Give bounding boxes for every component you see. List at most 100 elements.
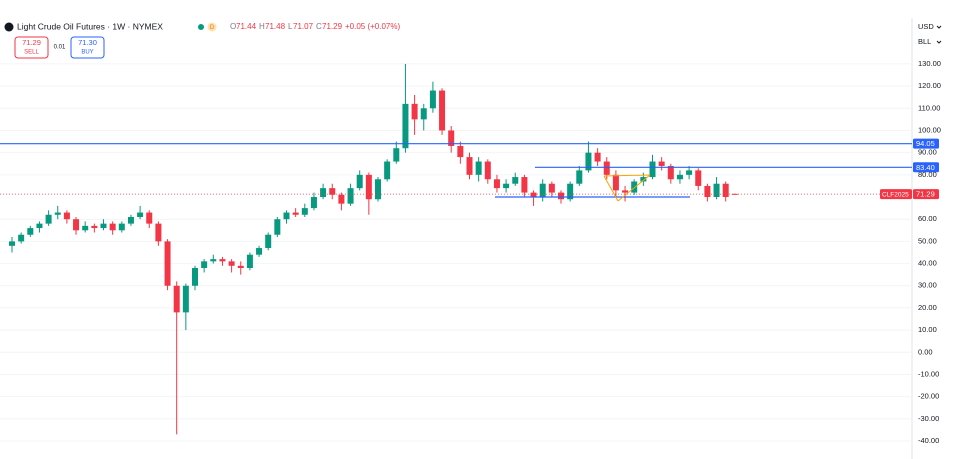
candle-body [100,223,107,229]
price-tag-label: 71.29 [916,190,935,199]
candle-body [722,183,729,198]
candle-body [493,179,500,189]
y-tick-label: -10.00 [918,369,939,378]
candle-body [686,170,693,175]
candle-body [558,192,564,200]
ohlc-value: 71.29 [322,22,343,31]
status-dot [198,24,204,30]
candle-body [439,90,446,131]
candle-body [676,174,683,180]
badge: D [210,25,215,31]
level-tag [913,162,939,173]
candle-body [429,90,436,109]
candle-body [640,177,647,182]
candle-body [402,103,409,149]
y-tick-label: 50.00 [918,236,937,245]
candle-body [420,108,427,120]
price-tags: 94.05 83.40 CLF2025 71.29 [880,138,939,200]
y-tick-label: 90.00 [918,148,937,157]
unit[interactable]: BLL [918,37,931,46]
candle-body [192,268,198,286]
candle-body [63,212,70,220]
candle-body [731,193,738,195]
currency[interactable]: USD [918,22,934,31]
candle-body [411,103,418,120]
buy-price: 71.30 [78,38,97,47]
candle-body [503,183,510,189]
header: Light Crude Oil Futures · 1W · NYMEX D O… [4,21,400,59]
symbol-icon [4,22,14,32]
candle-body [54,212,61,215]
candle-body [384,161,391,180]
candle-body [393,148,400,162]
buy-button[interactable] [70,36,105,59]
candle-body [585,152,592,171]
candle-body [713,183,720,198]
sell-price: 71.29 [22,38,41,47]
candle-body [667,165,674,180]
y-tick-label: 130.00 [918,59,941,68]
ohlc-label: C [316,22,322,31]
candle-body [228,261,235,266]
y-tick-label: -40.00 [918,436,939,445]
candle-body [310,197,317,209]
candle-body [567,183,574,200]
candle-body [512,177,519,184]
y-tick-label: 0.00 [918,347,933,356]
candle-body [274,219,281,235]
candle-body [539,183,546,198]
candle-body [594,152,601,162]
y-tick-label: 30.00 [918,281,937,290]
candle-body [704,185,711,198]
y-tick-label: 100.00 [918,125,941,134]
sell-button[interactable] [14,36,49,59]
candle-body [127,216,134,224]
triangle-drawing [603,174,651,202]
candle-body [201,261,208,269]
symbol-tag [880,189,912,200]
buy-label: BUY [81,50,93,56]
candle-body [576,170,583,184]
badge-bg [207,22,217,32]
y-tick-label: 40.00 [918,259,937,268]
candle-body [137,212,144,217]
candle-body [521,177,528,193]
candle-body [292,212,299,215]
candle-body [320,188,327,198]
candle-body [356,174,363,189]
candle-body [155,223,162,242]
candle-body [45,214,52,224]
candle-body [484,161,491,180]
ohlc-value: 71.48 [265,22,286,31]
candle-body [146,212,153,224]
y-tick-label: 20.00 [918,303,937,312]
level-tag [913,138,939,149]
candle-body [82,225,89,231]
symbol-tag-label: CLF2025 [882,191,909,198]
y-tick-label: -20.00 [918,392,939,401]
ohlc-label: L [288,22,293,31]
candle-body [164,241,171,286]
candle-body [265,234,272,249]
sell-label: SELL [24,50,39,56]
candle-body [612,174,619,191]
symbol-title[interactable]: Light Crude Oil Futures · 1W · NYMEX [17,21,163,31]
candle-body [283,212,290,220]
candle-body [109,223,116,231]
candle-body [256,248,263,255]
candle-body [603,161,610,175]
candle-body [219,259,226,262]
level-tag-label: 94.05 [916,139,935,148]
y-tick-label: 120.00 [918,81,941,90]
candle-body [548,183,555,193]
candle-body [649,161,656,178]
candle-body [530,192,537,198]
y-tick-label: 110.00 [918,103,940,112]
candle-body [347,188,354,204]
candle-body [18,234,25,242]
y-tick-label: 10.00 [918,325,937,334]
candle-body [9,241,15,246]
candle-body [448,130,455,146]
ohlc-label: O [230,22,236,31]
